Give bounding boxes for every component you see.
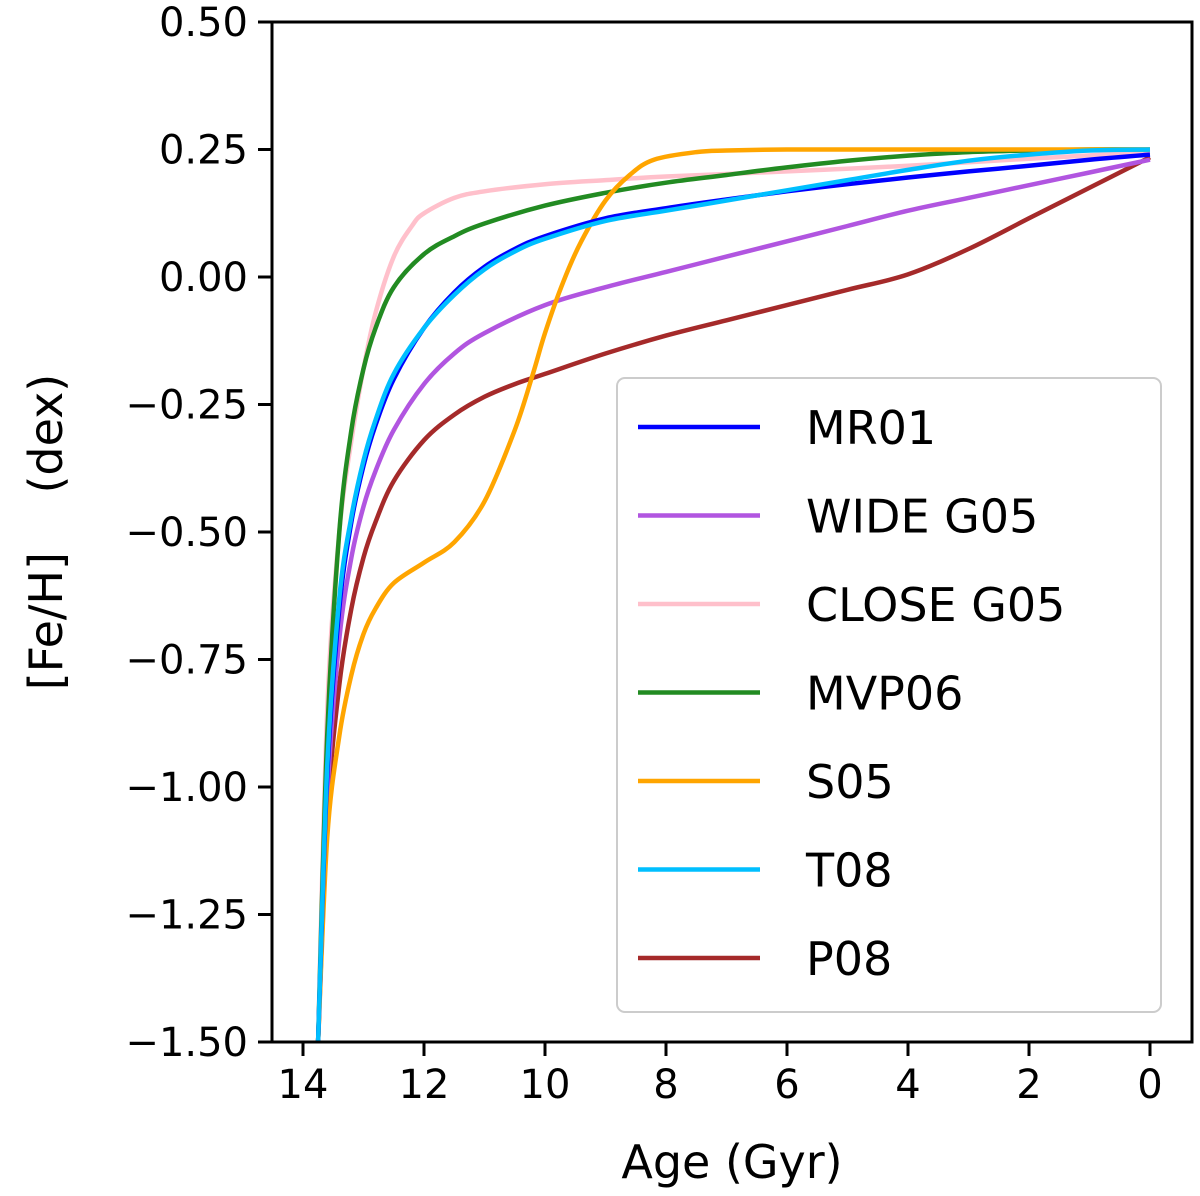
legend-label: S05 [806,755,894,809]
legend-label: CLOSE G05 [806,578,1065,632]
series-line-s05 [315,147,1150,1043]
y-tick-label: −1.50 [125,1020,248,1066]
legend-label: MVP06 [806,667,963,721]
series-line-wide-g05 [315,157,1151,1043]
x-axis-label: Age (Gyr) [621,1135,842,1189]
series-layer [315,147,1152,1043]
legend: MR01 WIDE G05 CLOSE G05 MVP06 S05 T08 P08 [616,377,1162,1013]
x-tick-label: 6 [774,1062,799,1108]
y-tick-label: −1.00 [125,765,248,811]
x-tick-label: 14 [278,1062,329,1108]
y-axis: 0.50 0.25 0.00 −0.25 −0.50 −0.75 −1.00 −1.25 −1.… [125,0,272,1066]
x-tick-label: 0 [1137,1062,1162,1108]
legend-label: T08 [805,844,893,898]
x-axis: 14 12 10 8 6 4 2 0 [278,1042,1163,1108]
legend-label: MR01 [806,401,936,455]
y-tick-label: −0.25 [125,383,248,429]
x-tick-label: 8 [653,1062,678,1108]
y-tick-label: −0.50 [125,510,248,556]
x-tick-label: 2 [1016,1062,1041,1108]
y-tick-label: 0.25 [159,128,248,174]
legend-label: P08 [806,932,892,986]
y-axis-label: [Fe/H] (dex) [19,374,73,691]
x-tick-label: 4 [895,1062,920,1108]
y-tick-label: 0.00 [159,255,248,301]
x-tick-label: 12 [399,1062,450,1108]
y-tick-label: 0.50 [159,0,248,46]
legend-label: WIDE G05 [806,490,1038,544]
y-tick-label: −1.25 [125,893,248,939]
legend-frame [616,377,1162,1013]
x-tick-label: 10 [520,1062,571,1108]
y-tick-label: −0.75 [125,638,248,684]
series-line-p08 [315,155,1152,1043]
series-line-t08 [315,147,1151,1043]
series-line-mvp06 [315,147,1151,1043]
